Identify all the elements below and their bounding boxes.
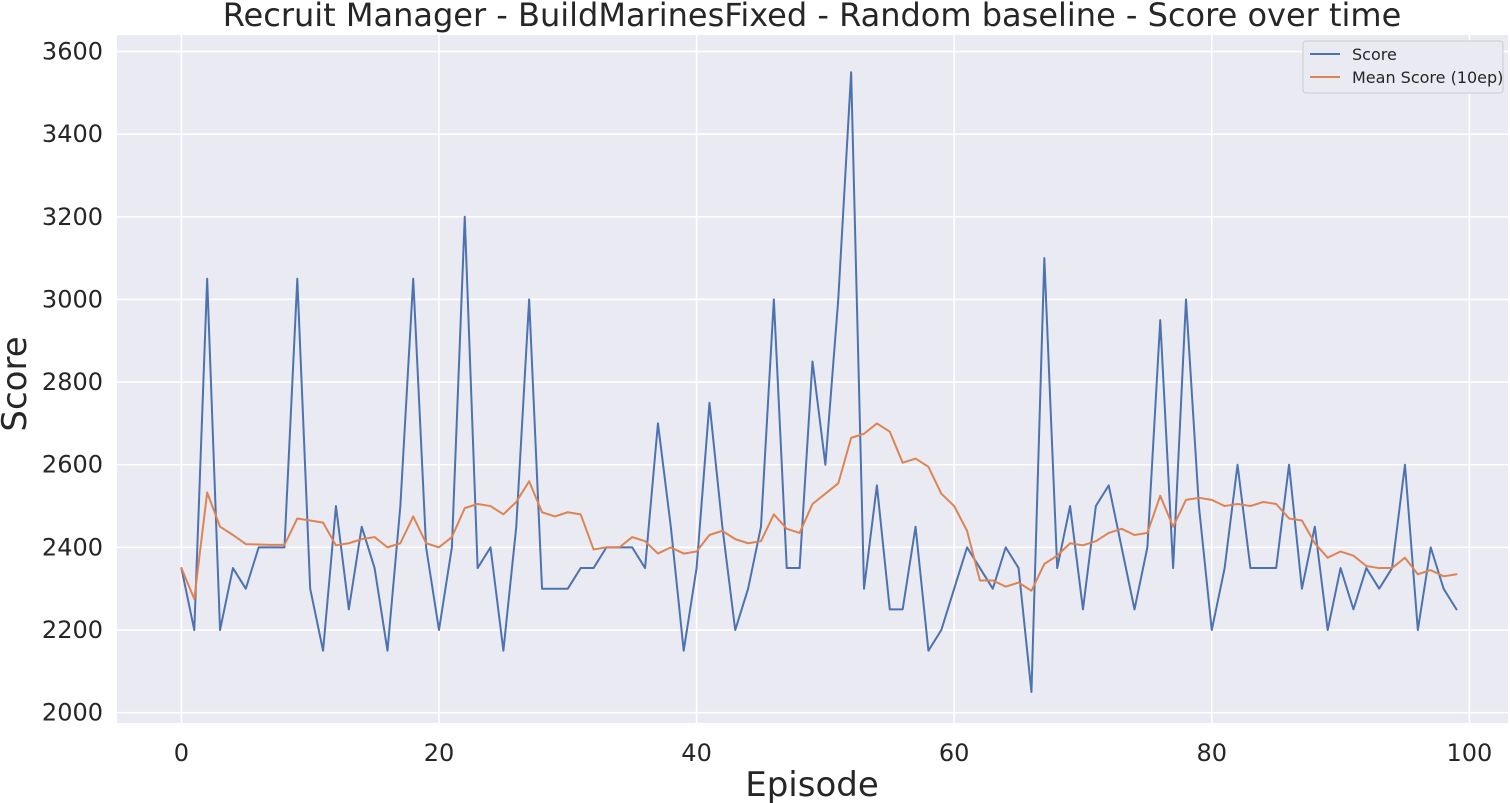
y-tick-label: 3600 [42, 38, 103, 66]
x-tick-label: 20 [424, 739, 455, 767]
y-tick-label: 2400 [42, 533, 103, 561]
y-tick-label: 3400 [42, 120, 103, 148]
y-tick-label: 3200 [42, 203, 103, 231]
y-tick-labels: 2000 2200 2400 2600 2800 3000 3200 3400 3600 [42, 38, 103, 727]
x-tick-label: 40 [681, 739, 712, 767]
legend-label-mean-score: Mean Score (10ep) [1352, 68, 1503, 87]
y-tick-label: 2200 [42, 616, 103, 644]
x-tick-label: 0 [174, 739, 189, 767]
x-tick-labels: 0 20 40 60 80 100 [174, 739, 1493, 767]
legend-box [1302, 40, 1504, 94]
y-tick-label: 2600 [42, 451, 103, 479]
x-gridlines [180, 35, 1471, 723]
y-tick-label: 2000 [42, 699, 103, 727]
legend: Score Mean Score (10ep) [1302, 40, 1504, 94]
y-tick-label: 3000 [42, 285, 103, 313]
x-axis-label: Episode [745, 765, 879, 803]
y-gridlines [117, 50, 1508, 714]
series-layer [180, 71, 1458, 694]
legend-label-score: Score [1352, 45, 1397, 64]
y-tick-label: 2800 [42, 368, 103, 396]
x-tick-label: 100 [1446, 739, 1492, 767]
series-line-mean-score-10ep [180, 422, 1458, 601]
chart-title: Recruit Manager - BuildMarinesFixed - Ra… [223, 0, 1402, 34]
y-axis-label: Score [0, 336, 35, 431]
x-tick-label: 80 [1196, 739, 1227, 767]
x-tick-label: 60 [939, 739, 970, 767]
series-line-score [180, 71, 1458, 694]
